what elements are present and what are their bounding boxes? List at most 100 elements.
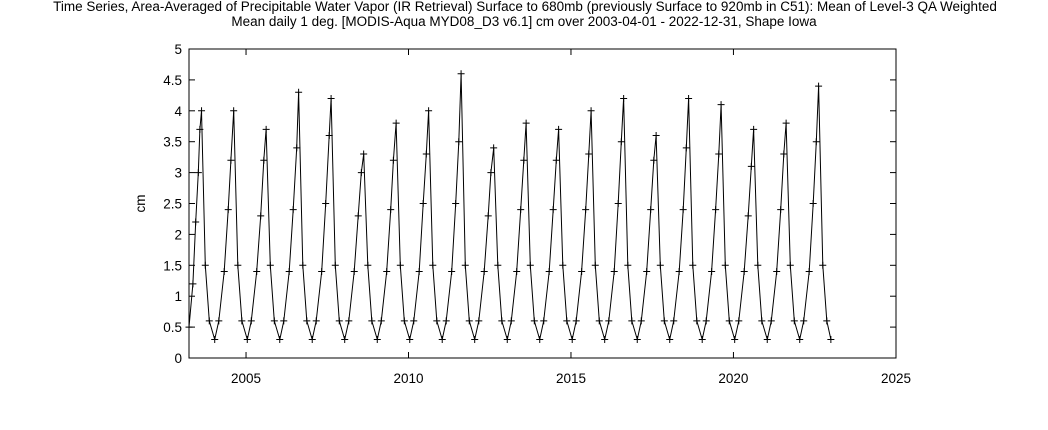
data-point xyxy=(415,267,423,275)
data-point xyxy=(425,107,433,115)
data-point xyxy=(693,317,701,325)
y-axis-label: cm xyxy=(133,195,148,213)
data-point xyxy=(628,317,636,325)
data-point xyxy=(568,335,576,343)
data-point xyxy=(215,317,223,325)
data-point xyxy=(465,317,473,325)
data-point xyxy=(682,144,690,152)
data-point xyxy=(364,261,372,269)
chart-title: Time Series, Area-Averaged of Precipitab… xyxy=(53,0,997,14)
data-point xyxy=(601,335,609,343)
data-point xyxy=(750,125,758,133)
data-point xyxy=(360,150,368,158)
data-point xyxy=(559,261,567,269)
data-point xyxy=(312,317,320,325)
data-point xyxy=(303,317,311,325)
y-tick-label: 4.5 xyxy=(163,73,182,88)
data-point xyxy=(276,335,284,343)
y-tick-label: 1 xyxy=(174,289,182,304)
data-point xyxy=(331,261,339,269)
data-point xyxy=(357,169,365,177)
data-point xyxy=(827,335,835,343)
data-point xyxy=(373,335,381,343)
data-point xyxy=(763,335,771,343)
data-point xyxy=(670,317,678,325)
data-point xyxy=(461,261,469,269)
data-point xyxy=(526,261,534,269)
data-point xyxy=(666,335,674,343)
data-point xyxy=(327,94,335,102)
data-point xyxy=(308,335,316,343)
data-point xyxy=(712,206,720,214)
data-point xyxy=(429,261,437,269)
data-point xyxy=(471,335,479,343)
data-point xyxy=(540,317,548,325)
data-point xyxy=(257,212,265,220)
data-point xyxy=(503,335,511,343)
data-point xyxy=(198,107,206,115)
data-point xyxy=(507,317,515,325)
data-point xyxy=(563,317,571,325)
data-point xyxy=(192,218,200,226)
data-point xyxy=(266,261,274,269)
data-point xyxy=(552,156,560,164)
data-point xyxy=(448,267,456,275)
data-point xyxy=(652,132,660,140)
data-point xyxy=(572,317,580,325)
data-point xyxy=(389,156,397,164)
x-tick-label: 2015 xyxy=(556,371,586,386)
data-point xyxy=(689,261,697,269)
data-point xyxy=(211,335,219,343)
data-point xyxy=(610,267,618,275)
data-point xyxy=(227,156,235,164)
data-point xyxy=(433,317,441,325)
y-tick-label: 2.5 xyxy=(163,197,182,212)
data-point xyxy=(253,267,261,275)
data-point xyxy=(796,335,804,343)
data-point xyxy=(383,267,391,275)
data-point xyxy=(289,206,297,214)
data-point xyxy=(656,261,664,269)
data-point xyxy=(377,317,385,325)
y-tick-label: 4 xyxy=(174,104,182,119)
data-point xyxy=(786,261,794,269)
x-tick-label: 2020 xyxy=(718,371,748,386)
data-point xyxy=(809,200,817,207)
data-point xyxy=(591,261,599,269)
data-point xyxy=(624,261,632,269)
data-point xyxy=(234,261,242,269)
data-point xyxy=(582,206,590,214)
data-point xyxy=(442,317,450,325)
data-point xyxy=(545,267,553,275)
data-point xyxy=(614,200,622,207)
data-point xyxy=(457,70,465,78)
data-point xyxy=(295,88,303,96)
data-point xyxy=(782,119,790,127)
data-point xyxy=(660,317,668,325)
data-point xyxy=(758,317,766,325)
data-point xyxy=(679,206,687,214)
data-point xyxy=(685,94,693,102)
y-tick-label: 0.5 xyxy=(163,320,182,335)
data-point xyxy=(595,317,603,325)
data-point xyxy=(721,261,729,269)
data-point xyxy=(522,119,530,127)
data-point xyxy=(400,317,408,325)
y-tick-label: 1.5 xyxy=(163,258,182,273)
data-point xyxy=(406,335,414,343)
plot-frame xyxy=(188,48,897,359)
data-point xyxy=(285,267,293,275)
ticks-group: 0 0.5 1 1.5 2 2.5 3 3.5 4 4.5 5 2005 2010 2015 2020 202… xyxy=(163,42,911,386)
data-point xyxy=(455,138,463,146)
data-point xyxy=(585,150,593,158)
data-point xyxy=(549,206,557,214)
data-point xyxy=(220,267,228,275)
data-point xyxy=(731,335,739,343)
data-point xyxy=(224,206,232,214)
data-point xyxy=(335,317,343,325)
data-point xyxy=(480,267,488,275)
data-point xyxy=(517,206,525,214)
data-point xyxy=(438,335,446,343)
data-point xyxy=(475,317,483,325)
